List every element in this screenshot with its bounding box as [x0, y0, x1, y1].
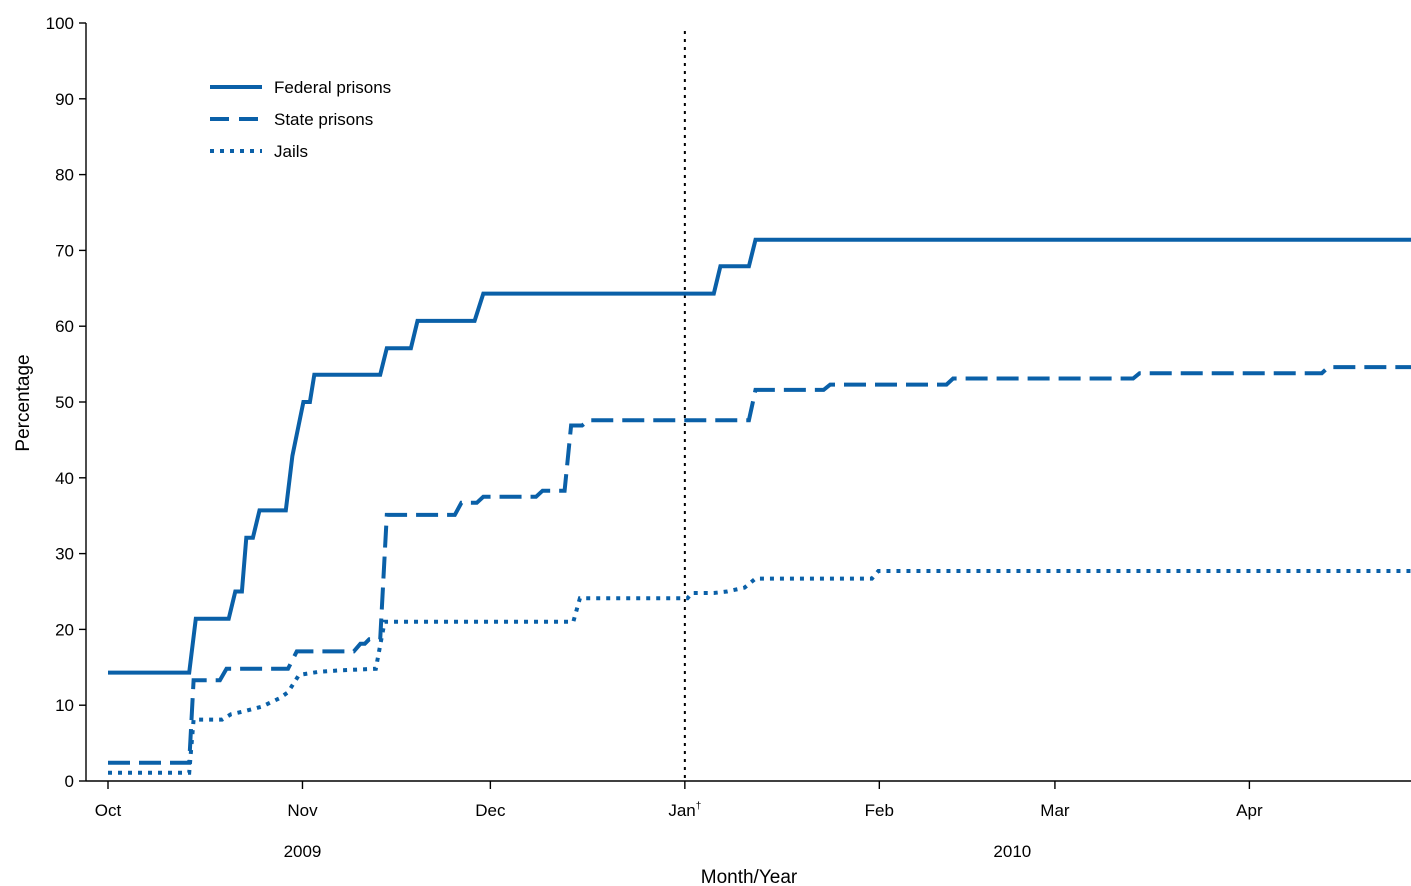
plot-area [108, 31, 1411, 781]
legend-label: State prisons [274, 110, 373, 129]
x-axis-ticks: Oct Nov Dec Jan† Feb Mar Apr [95, 781, 1263, 820]
x-tick-label: Dec [475, 801, 506, 820]
y-tick-label: 30 [55, 545, 74, 564]
series-line-state-prisons [108, 365, 1411, 765]
year-labels: 2009 2010 [284, 842, 1032, 861]
x-tick-label: Jan† [668, 801, 701, 820]
y-tick-label: 90 [55, 90, 74, 109]
y-tick-label: 80 [55, 166, 74, 185]
year-label: 2010 [993, 842, 1031, 861]
legend-label: Federal prisons [274, 78, 391, 97]
y-tick-label: 60 [55, 317, 74, 336]
year-label: 2009 [284, 842, 322, 861]
x-tick-label: Apr [1236, 801, 1263, 820]
x-tick-label: Oct [95, 801, 122, 820]
legend-label: Jails [274, 142, 308, 161]
x-tick-label-text: Oct [95, 801, 122, 820]
x-tick-label-text: Mar [1040, 801, 1070, 820]
x-tick-label-text: Jan [668, 801, 695, 820]
footnote-marker: † [696, 801, 702, 812]
x-tick-label: Mar [1040, 801, 1070, 820]
x-tick-label: Nov [287, 801, 318, 820]
x-tick-label: Feb [865, 801, 894, 820]
legend: Federal prisons State prisons Jails [210, 78, 391, 161]
x-tick-label-text: Dec [475, 801, 506, 820]
y-tick-label: 40 [55, 469, 74, 488]
y-tick-label: 0 [65, 772, 74, 791]
series-line-federal-prisons [108, 237, 1411, 675]
y-axis-ticks: 0 10 20 30 40 50 60 70 80 90 100 [46, 14, 86, 791]
x-axis-title: Month/Year [701, 867, 798, 886]
y-tick-label: 20 [55, 620, 74, 639]
x-tick-label-text: Feb [865, 801, 894, 820]
y-axis-title: Percentage [13, 354, 34, 451]
series-line-jails [108, 569, 1411, 775]
y-tick-label: 70 [55, 241, 74, 260]
x-tick-label-text: Nov [287, 801, 318, 820]
y-tick-label: 100 [46, 14, 74, 33]
y-tick-label: 50 [55, 393, 74, 412]
y-tick-label: 10 [55, 696, 74, 715]
x-tick-label-text: Apr [1236, 801, 1263, 820]
